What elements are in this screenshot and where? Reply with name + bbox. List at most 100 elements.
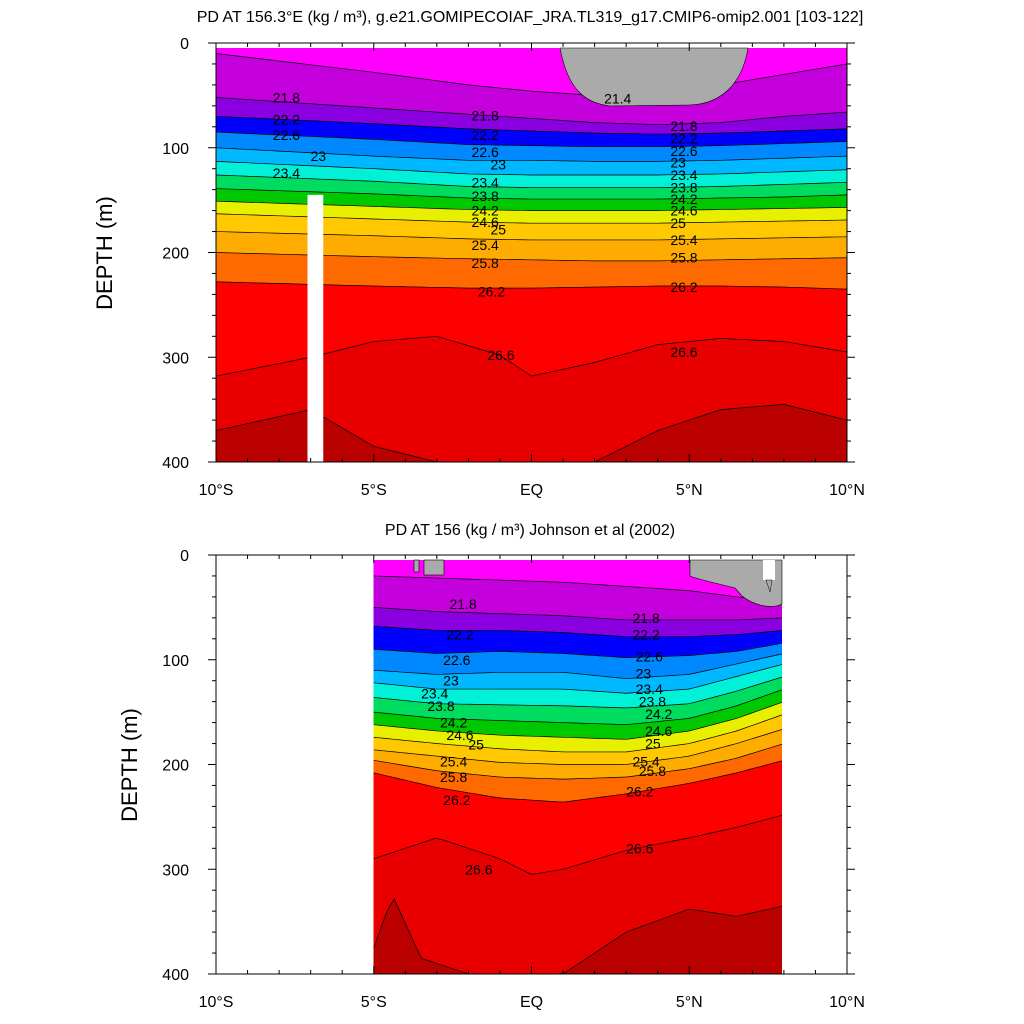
contour-label: 25.8 [670, 250, 697, 266]
contour-label: 23.4 [421, 685, 448, 701]
isopycnal-line [216, 161, 847, 176]
y-tick-label: 100 [162, 141, 189, 158]
isopycnal-line [216, 131, 847, 148]
isopycnal-line [216, 147, 847, 162]
contour-label: 23 [636, 665, 652, 681]
y-tick-label: 400 [162, 455, 189, 472]
y-tick-label: 300 [162, 350, 189, 367]
isopycnal-line [373, 743, 782, 780]
isopycnal-line [216, 174, 847, 188]
contour-label: 24.2 [670, 191, 697, 207]
contour-label: 25.4 [670, 232, 697, 248]
contour-label: 25.8 [639, 763, 666, 779]
contour-label: 24.2 [440, 715, 467, 731]
observation-land-mask [413, 559, 783, 607]
contour-label: 22.2 [632, 627, 659, 643]
contour-label: 23.8 [670, 180, 697, 196]
contour-label: 21.8 [449, 596, 476, 612]
contour-label: 23.4 [472, 174, 499, 190]
contour-label: 23.4 [670, 167, 697, 183]
contour-label: 25 [670, 215, 686, 231]
contour-label: 23.4 [636, 681, 663, 697]
contour-label: 25.4 [632, 753, 659, 769]
isopycnal-line [216, 115, 847, 135]
contour-label: 25.4 [440, 753, 467, 769]
model-panel-title: PD AT 156.3°E (kg / m³), g.e21.GOMIPECOI… [197, 9, 864, 26]
isopycnal-line [373, 898, 782, 974]
contour-label: 26.2 [670, 279, 697, 295]
isopycnal-line [373, 607, 782, 621]
x-tick-label: EQ [520, 994, 543, 1011]
contour-label: 25.4 [472, 237, 499, 253]
contour-label: 24.6 [446, 727, 473, 743]
contour-label: 22.2 [446, 627, 473, 643]
contour-label: 25.8 [440, 769, 467, 785]
contour-label: 25 [468, 737, 484, 753]
y-tick-label: 200 [162, 758, 189, 775]
isopycnal-line [373, 689, 782, 725]
contour-label: 26.6 [670, 344, 697, 360]
isopycnal-line [373, 575, 782, 602]
y-tick-label: 0 [180, 36, 189, 53]
contour-label: 25.8 [472, 255, 499, 271]
contour-label: 26.2 [443, 792, 470, 808]
isopycnal-line [373, 642, 782, 658]
observation-isopycnal-lines [373, 575, 782, 974]
observation-section-panel: PD AT 156 (kg / m³) Johnson et al (2002)… [117, 522, 865, 1011]
contour-label: 25 [645, 736, 661, 752]
contour-label: 21.8 [472, 107, 499, 123]
x-tick-label: 10°N [829, 994, 865, 1011]
contour-label: 26.2 [478, 283, 505, 299]
isopycnal-line [373, 814, 782, 875]
x-tick-label: 10°S [199, 482, 234, 499]
x-tick-label: 10°N [829, 482, 865, 499]
contour-label: 26.6 [465, 861, 492, 877]
contour-label: 23 [443, 673, 459, 689]
model-isopycnal-lines [216, 53, 847, 462]
contour-label: 21.8 [273, 89, 300, 105]
x-tick-label: 5°N [676, 994, 703, 1011]
contour-label: 23 [311, 148, 327, 164]
y-tick-label: 100 [162, 653, 189, 670]
contour-label: 21.8 [670, 118, 697, 134]
model-missing-column [307, 194, 324, 462]
model-axes: 10°S 5°S EQ 5°N 10°N 0 100 200 300 400 [162, 36, 865, 499]
isopycnal-line [373, 760, 782, 803]
isopycnal-line [373, 701, 782, 740]
contour-label: 23.8 [639, 694, 666, 710]
contour-label: 26.6 [487, 347, 514, 363]
isopycnal-line [373, 625, 782, 638]
y-tick-label: 0 [180, 548, 189, 565]
model-land-mask [559, 47, 749, 107]
x-tick-label: EQ [520, 482, 543, 499]
model-section-panel: PD AT 156.3°E (kg / m³), g.e21.GOMIPECOI… [92, 9, 865, 499]
observation-axes: 10°S 5°S EQ 5°N 10°N 0 100 200 300 400 [162, 548, 865, 1011]
contour-label: 26.2 [626, 784, 653, 800]
contour-label: 26.6 [626, 840, 653, 856]
contour-label: 23.8 [427, 698, 454, 714]
isopycnal-line [373, 676, 782, 709]
contour-label: 23.4 [273, 165, 300, 181]
model-contour-labels: 21.8 21.421.822.222.222.622.6232323.423.4… [273, 89, 698, 363]
contour-label: 23 [670, 154, 686, 170]
contour-label: 23 [490, 157, 506, 173]
contour-label: 22.6 [273, 127, 300, 143]
isopycnal-line [373, 729, 782, 765]
contour-label: 22.2 [472, 127, 499, 143]
isopycnal-line [373, 653, 782, 679]
contour-label: 23.8 [472, 188, 499, 204]
contour-label: 21.8 [632, 610, 659, 626]
contour-label: 22.6 [443, 652, 470, 668]
contour-label: 21.4 [604, 91, 631, 107]
observation-panel-title: PD AT 156 (kg / m³) Johnson et al (2002) [385, 522, 675, 539]
isopycnal-line [373, 714, 782, 753]
contour-label: 22.2 [670, 130, 697, 146]
observation-density-fill [373, 560, 782, 974]
isopycnal-line [216, 53, 847, 96]
contour-label: 24.6 [670, 203, 697, 219]
y-tick-label: 300 [162, 862, 189, 879]
contour-label: 22.6 [636, 649, 663, 665]
contour-label: 22.2 [273, 111, 300, 127]
